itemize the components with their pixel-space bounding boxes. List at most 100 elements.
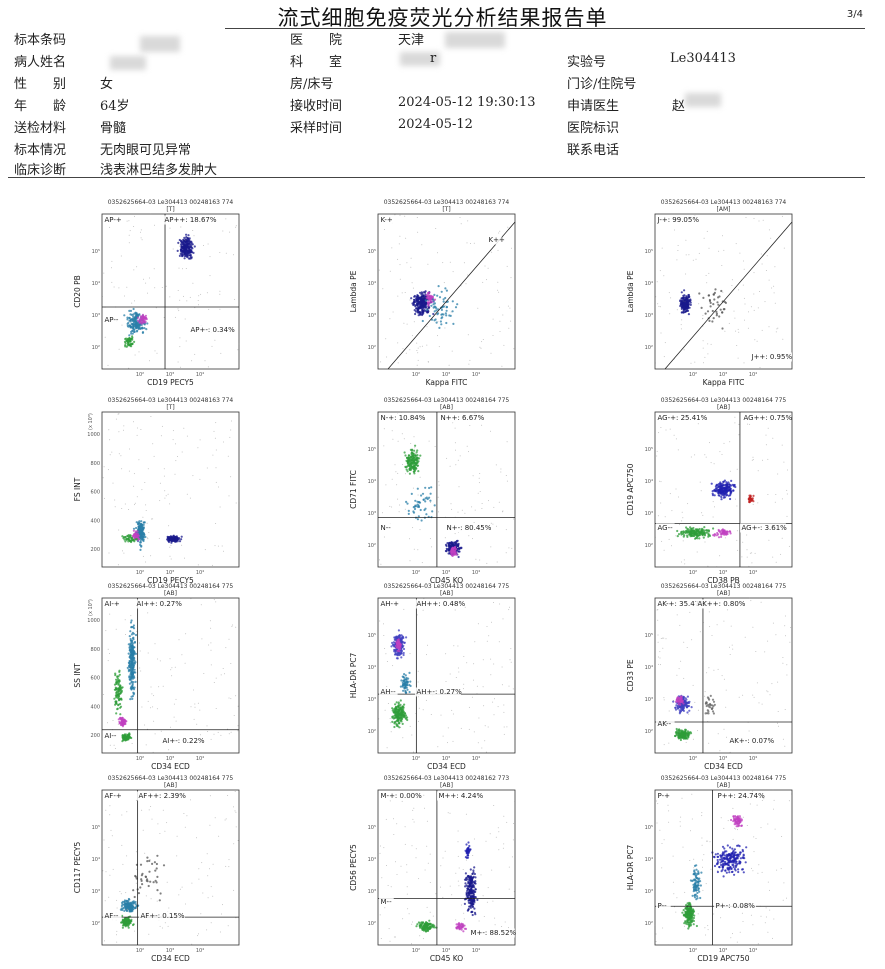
event-dot: [400, 708, 402, 710]
event-dot: [422, 346, 423, 347]
event-dot: [141, 528, 143, 530]
event-dot: [698, 303, 699, 304]
event-dot: [664, 550, 665, 551]
field-value-diagnosis: 浅表淋巴结多发肿大: [100, 159, 217, 178]
event-dot: [124, 540, 126, 542]
event-dot: [152, 706, 153, 707]
event-dot: [238, 706, 239, 707]
event-dot: [484, 740, 485, 741]
event-dot: [194, 704, 195, 705]
event-dot: [679, 524, 680, 525]
event-dot: [696, 259, 697, 260]
event-dot: [726, 690, 727, 691]
field-label-sex: 性 别: [14, 73, 66, 92]
y-tick-label: 10²: [92, 345, 100, 351]
field-value-material: 骨髓: [100, 117, 126, 136]
event-dot: [176, 699, 177, 700]
event-dot: [693, 535, 695, 537]
event-dot: [658, 657, 659, 658]
event-dot: [125, 634, 126, 635]
event-dot: [420, 509, 422, 511]
event-dot: [382, 512, 383, 513]
event-dot: [673, 700, 674, 701]
event-dot: [724, 679, 725, 680]
event-dot: [178, 290, 179, 291]
event-dot: [437, 746, 438, 747]
event-dot: [405, 473, 406, 474]
event-dot: [713, 701, 715, 703]
event-dot: [718, 495, 720, 497]
event-dot: [169, 503, 170, 504]
event-dot: [785, 709, 786, 710]
event-dot: [506, 552, 507, 553]
event-dot: [119, 453, 120, 454]
event-dot: [744, 362, 745, 363]
y-tick-label: 200: [90, 547, 100, 553]
event-dot: [115, 701, 117, 703]
event-dot: [677, 696, 679, 698]
event-dot: [237, 349, 238, 350]
event-dot: [430, 305, 432, 307]
event-dot: [752, 460, 753, 461]
event-dot: [508, 547, 509, 548]
event-dot: [132, 695, 134, 697]
event-dot: [135, 314, 137, 316]
event-dot: [704, 454, 705, 455]
event-dot: [774, 266, 775, 267]
event-dot: [143, 320, 145, 322]
event-dot: [684, 349, 685, 350]
event-dot: [500, 331, 501, 332]
event-dot: [137, 314, 139, 316]
event-dot: [736, 506, 737, 507]
event-dot: [180, 538, 182, 540]
event-dot: [436, 295, 438, 297]
event-dot: [758, 307, 759, 308]
event-dot: [133, 308, 135, 310]
event-dot: [458, 512, 459, 513]
event-dot: [133, 319, 135, 321]
event-dot: [184, 247, 186, 249]
event-dot: [687, 503, 688, 504]
field-value-lab-no: Le304413: [670, 51, 736, 66]
y-tick-label: 10³: [368, 313, 376, 319]
event-dot: [139, 544, 141, 546]
event-dot: [706, 282, 707, 283]
x-tick-label: 10²: [412, 372, 420, 378]
event-dot: [777, 474, 778, 475]
event-dot: [468, 451, 469, 452]
event-dot: [757, 341, 758, 342]
event-dot: [488, 268, 489, 269]
event-dot: [171, 559, 172, 560]
event-dot: [437, 252, 438, 253]
event-dot: [154, 268, 155, 269]
event-dot: [114, 745, 115, 746]
event-dot: [478, 718, 479, 719]
event-dot: [401, 412, 402, 413]
event-dot: [445, 653, 446, 654]
field-value-hospital: 天津: [398, 29, 424, 48]
event-dot: [486, 563, 487, 564]
event-dot: [133, 321, 135, 323]
event-dot: [400, 279, 401, 280]
event-dot: [698, 710, 699, 711]
event-dot: [502, 315, 503, 316]
event-dot: [402, 636, 404, 638]
event-dot: [198, 300, 199, 301]
event-dot: [135, 530, 137, 532]
event-dot: [662, 648, 663, 649]
event-dot: [190, 598, 191, 599]
event-dot: [403, 706, 405, 708]
event-dot: [657, 610, 658, 611]
event-dot: [390, 271, 391, 272]
event-dot: [181, 654, 182, 655]
event-dot: [416, 460, 418, 462]
event-dot: [502, 667, 503, 668]
event-dot: [506, 529, 507, 530]
event-dot: [384, 229, 385, 230]
event-dot: [123, 314, 125, 316]
plot-header: 0352625664-03 Le304413 00248163 774: [108, 397, 234, 404]
event-dot: [440, 320, 442, 322]
event-dot: [452, 351, 453, 352]
event-dot: [491, 622, 492, 623]
event-dot: [698, 537, 700, 539]
